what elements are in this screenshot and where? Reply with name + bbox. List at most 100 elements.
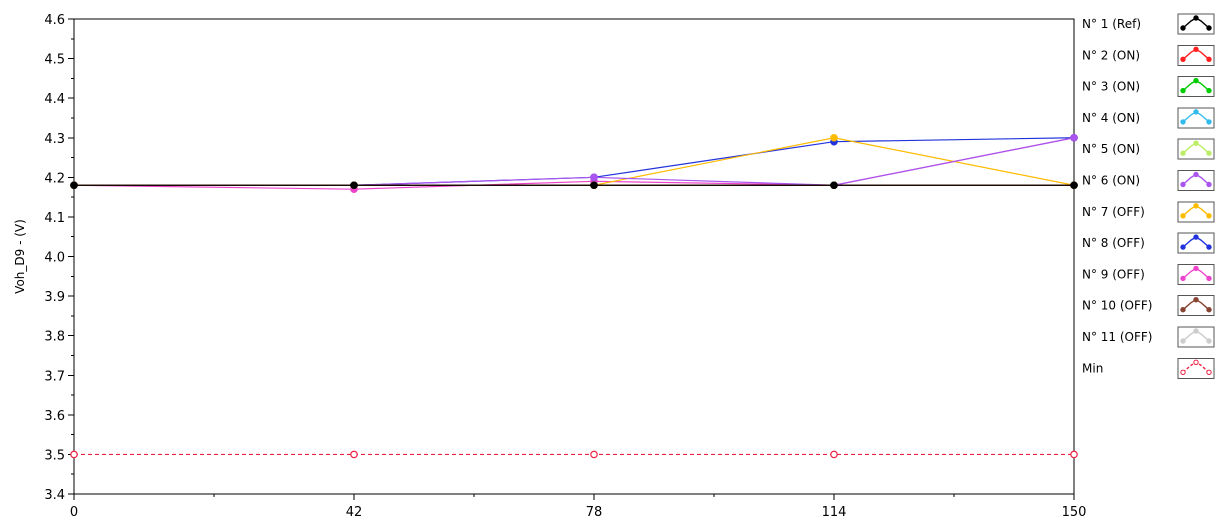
legend-swatch-frame[interactable] (1177, 295, 1215, 317)
legend-swatch-frame[interactable] (1177, 326, 1215, 348)
legend-swatch-marker (1193, 297, 1199, 303)
y-tick-label: 4.0 (44, 251, 65, 266)
legend-swatch-marker (1180, 181, 1186, 188)
y-tick-label: 3.8 (44, 330, 65, 345)
data-point (830, 450, 838, 459)
plot-area (73, 18, 1075, 495)
legend-label: N° 9 (OFF) (1082, 267, 1145, 281)
y-axis: 3.4 3.5 3.6 3.7 3.8 3.9 4.0 4.1 4.2 4.3 4.4 4.5 4.6 (44, 13, 74, 503)
plot-frame (73, 18, 1075, 495)
legend-item: N° 2 (ON) (1082, 44, 1215, 66)
legend-item: N° 6 (ON) (1082, 170, 1215, 191)
x-tick-label: 42 (346, 505, 363, 520)
legend-swatch-marker (1193, 77, 1199, 84)
legend-label: N° 8 (OFF) (1082, 236, 1145, 250)
legend-label: N° 6 (ON) (1082, 174, 1140, 188)
legend-swatch-frame[interactable] (1177, 76, 1215, 98)
series-1 (70, 181, 1078, 190)
series-12 (70, 450, 1078, 459)
data-point (1070, 181, 1078, 190)
data-point (830, 133, 838, 142)
legend-swatch-marker (1206, 275, 1212, 282)
legend-swatch-marker (1180, 119, 1186, 125)
data-point (590, 173, 598, 182)
legend-swatch-marker (1180, 56, 1186, 62)
legend-swatch-frame[interactable] (1177, 232, 1215, 254)
legend-item: Min (1082, 357, 1215, 379)
legend-swatch-marker (1193, 109, 1199, 115)
y-tick-label: 4.1 (44, 211, 65, 226)
legend-swatch-marker (1206, 56, 1212, 62)
legend-swatch-marker (1180, 307, 1186, 313)
legend-swatch-marker (1193, 265, 1199, 272)
data-point (830, 181, 838, 190)
legend-item: N° 7 (OFF) (1082, 201, 1215, 223)
x-tick-label: 150 (1062, 505, 1087, 520)
y-tick-label: 3.7 (44, 369, 65, 384)
legend-swatch-marker (1180, 275, 1186, 282)
legend-swatch-frame[interactable] (1177, 44, 1215, 66)
legend-item: N° 9 (OFF) (1082, 263, 1215, 285)
y-tick-label: 4.5 (44, 53, 65, 68)
legend-item: N° 5 (ON) (1082, 138, 1215, 160)
data-point (70, 181, 78, 190)
x-tick-label: 114 (822, 505, 847, 520)
y-tick-label: 3.5 (44, 448, 65, 463)
legend-swatch-marker (1206, 87, 1212, 94)
legend: N° 1 (Ref) N° 2 (ON) N° 3 (ON) N° 4 (ON) N° … (1082, 13, 1215, 379)
legend-swatch-marker (1193, 46, 1199, 52)
x-tick-label: 78 (586, 505, 603, 520)
data-point (590, 181, 598, 190)
legend-swatch-marker (1193, 171, 1199, 178)
legend-swatch-frame[interactable] (1177, 138, 1215, 160)
y-tick-label: 4.3 (44, 132, 65, 147)
legend-label: N° 5 (ON) (1082, 142, 1140, 156)
legend-label: N° 2 (ON) (1082, 48, 1140, 62)
legend-item: N° 1 (Ref) (1082, 13, 1215, 35)
legend-swatch-frame[interactable] (1177, 263, 1215, 285)
legend-label: Min (1082, 361, 1103, 375)
y-tick-label: 3.9 (44, 290, 65, 305)
legend-swatch-marker (1193, 15, 1199, 21)
legend-swatch-frame[interactable] (1177, 13, 1215, 35)
legend-swatch-frame[interactable] (1177, 357, 1215, 379)
legend-label: N° 11 (OFF) (1082, 330, 1153, 344)
legend-swatch-marker (1206, 244, 1212, 250)
y-tick-label: 4.2 (44, 171, 65, 186)
legend-item: N° 4 (ON) (1082, 107, 1215, 129)
legend-swatch-marker (1193, 140, 1199, 146)
y-tick-label: 4.6 (44, 13, 65, 28)
legend-swatch-marker (1206, 119, 1212, 125)
legend-swatch-marker (1193, 328, 1199, 334)
legend-swatch-marker (1180, 369, 1186, 375)
legend-swatch-marker (1180, 213, 1186, 219)
legend-swatch-frame[interactable] (1177, 170, 1215, 191)
legend-swatch-marker (1206, 338, 1212, 344)
data-point (1070, 133, 1078, 142)
y-tick-label: 4.4 (44, 92, 65, 107)
legend-swatch-frame[interactable] (1177, 107, 1215, 129)
legend-swatch-marker (1206, 369, 1212, 375)
legend-swatch-marker (1206, 307, 1212, 313)
legend-swatch-marker (1206, 25, 1212, 31)
legend-swatch-marker (1206, 181, 1212, 188)
series-layer (70, 133, 1078, 459)
data-point (350, 450, 358, 459)
y-tick-label: 3.6 (44, 409, 65, 424)
legend-swatch-marker (1193, 203, 1199, 209)
legend-swatch-marker (1180, 25, 1186, 31)
legend-label: N° 4 (ON) (1082, 111, 1140, 125)
legend-swatch-marker (1193, 234, 1199, 240)
legend-item: N° 3 (ON) (1082, 76, 1215, 98)
legend-item: N° 10 (OFF) (1082, 295, 1215, 317)
legend-label: N° 3 (ON) (1082, 80, 1140, 94)
legend-swatch-frame[interactable] (1177, 201, 1215, 223)
legend-swatch-marker (1206, 213, 1212, 219)
x-tick-label: 0 (70, 505, 78, 520)
x-axis: 0 42 78 114 150 (70, 494, 1087, 520)
legend-swatch-marker (1206, 150, 1212, 156)
legend-swatch-marker (1193, 359, 1199, 365)
data-point (590, 450, 598, 459)
legend-item: N° 11 (OFF) (1082, 326, 1215, 348)
